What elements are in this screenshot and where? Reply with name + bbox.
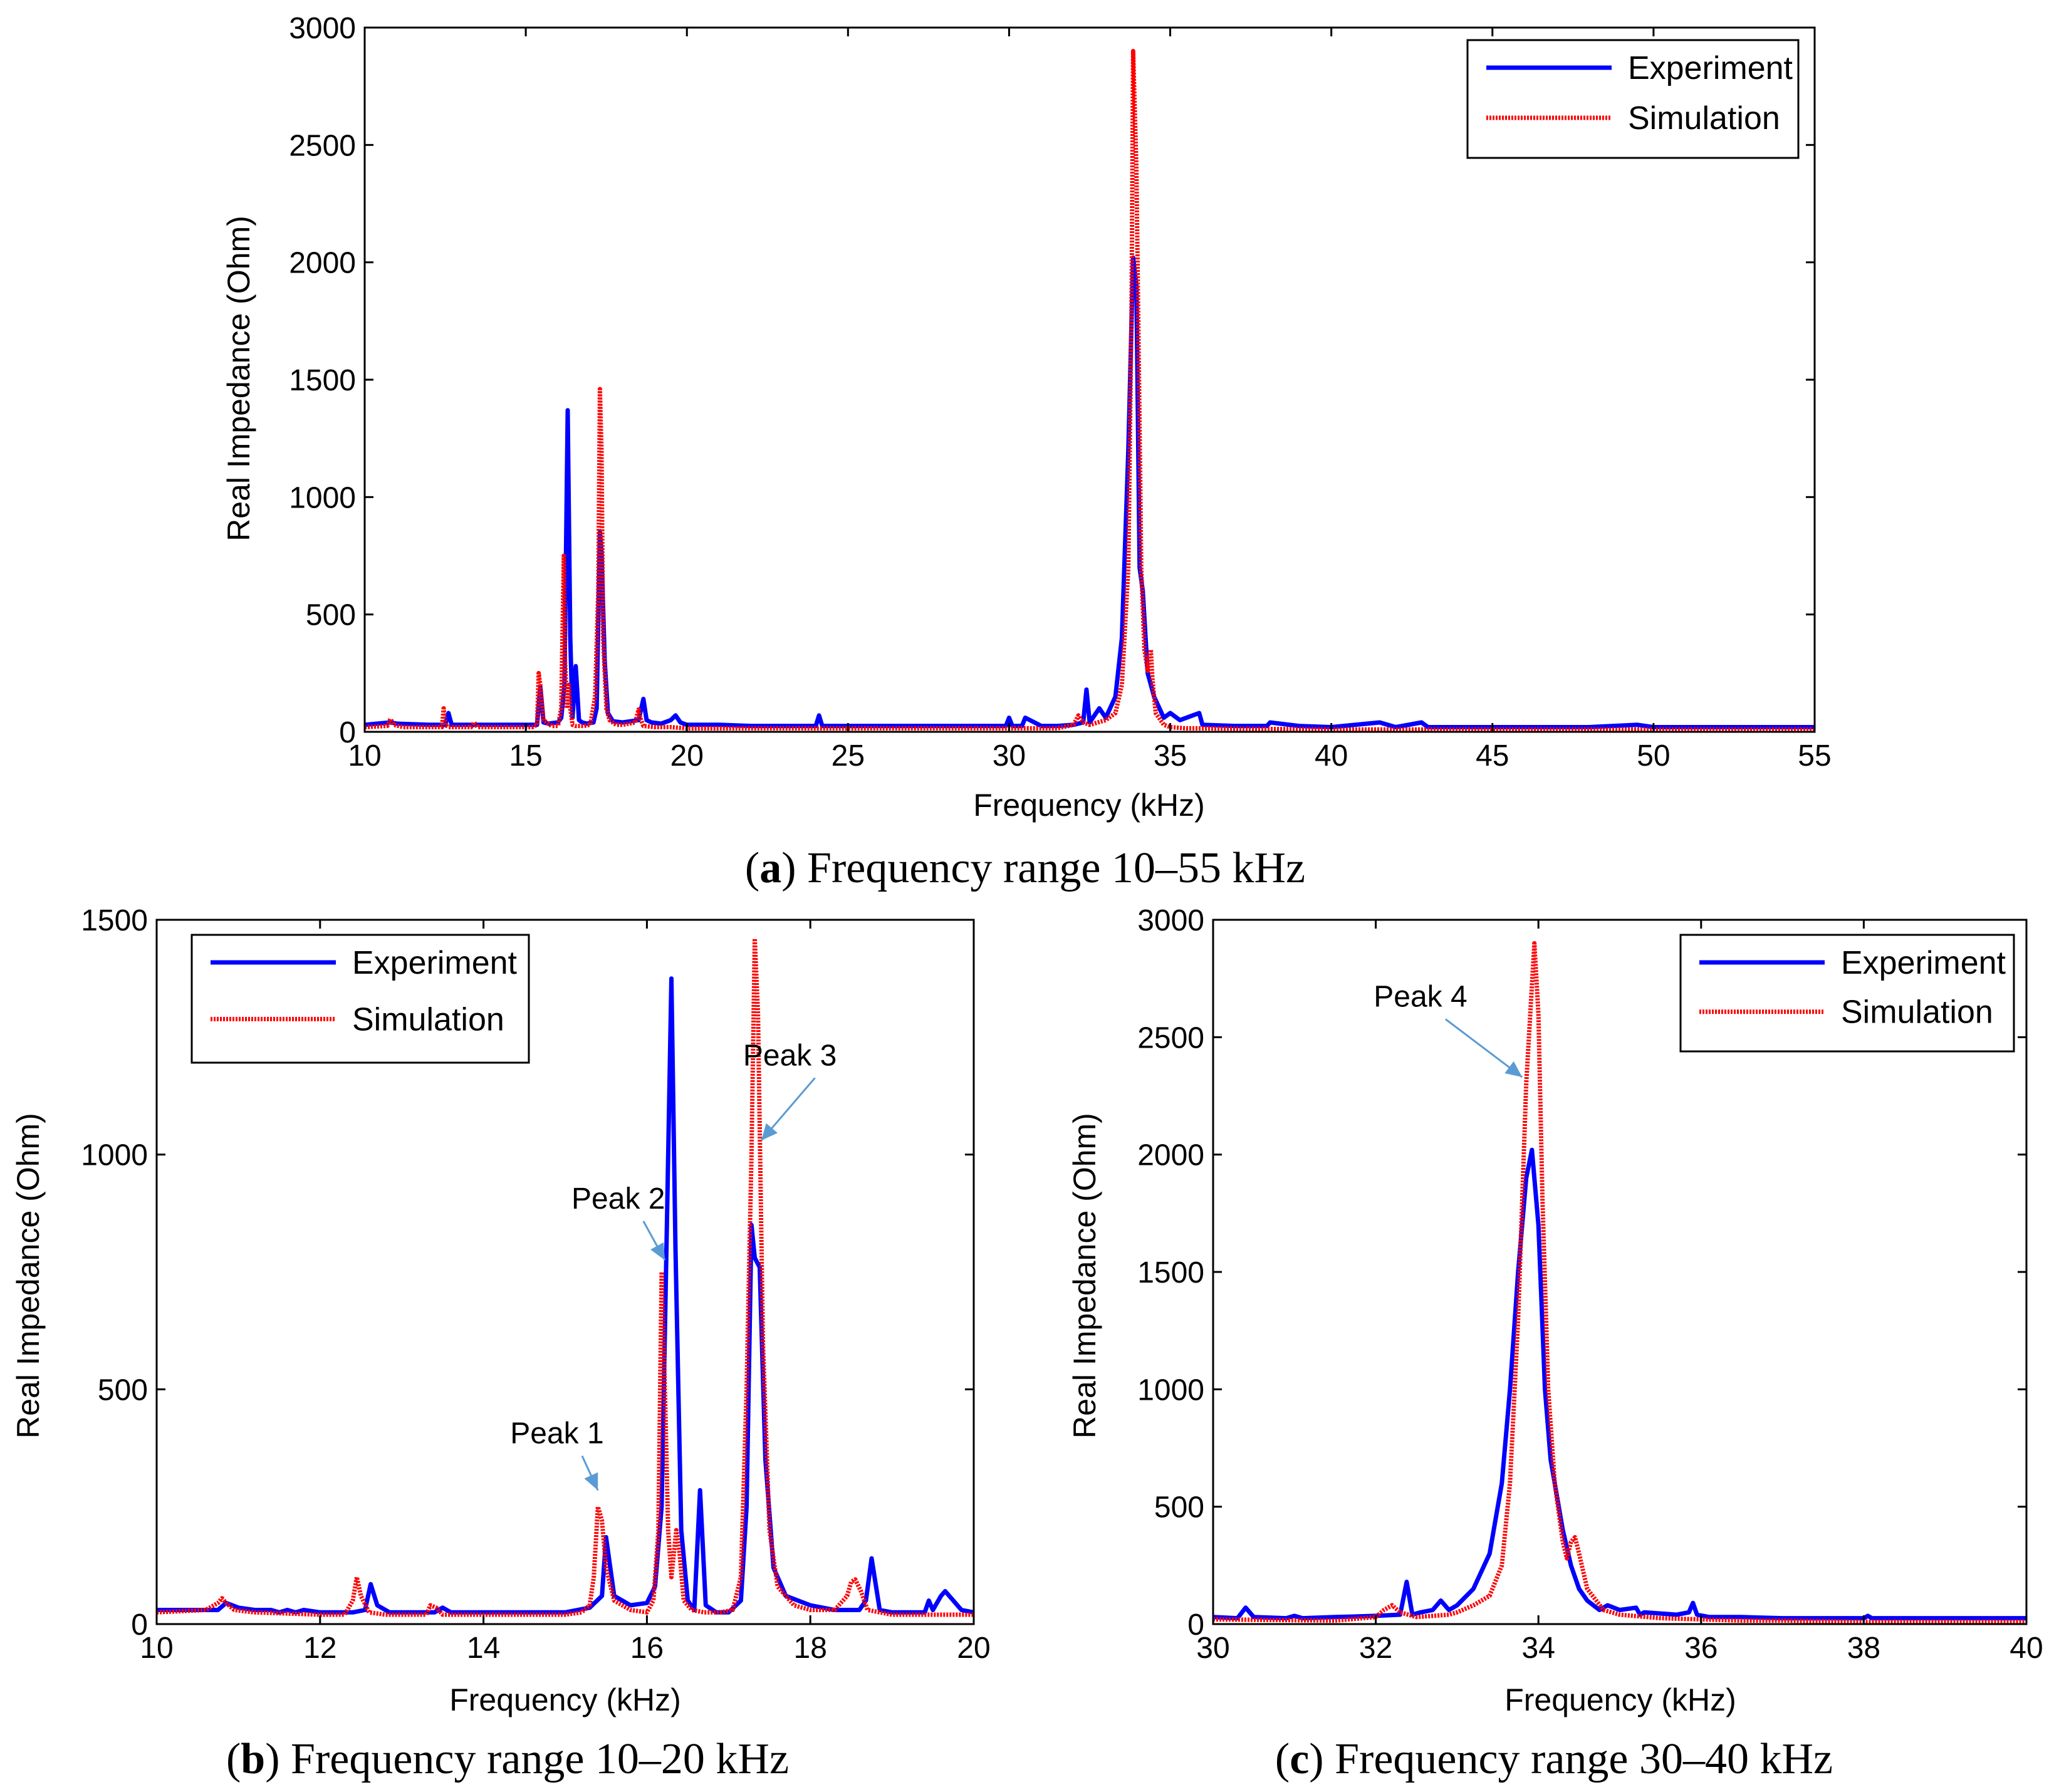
panel-a-x-tick-label: 10 <box>348 739 381 773</box>
panel-a-legend: Experiment Simulation <box>1466 39 1800 159</box>
panel-b-y-axis-label: Real Impedance (Ohm) <box>11 1113 46 1439</box>
panel-a-caption-text: Frequency range 10–55 kHz <box>807 844 1306 892</box>
panel-a-legend-simulation-label: Simulation <box>1628 100 1780 137</box>
panel-c-caption-text: Frequency range 30–40 kHz <box>1335 1735 1833 1783</box>
panel-b-annotation-label: Peak 1 <box>510 1417 603 1451</box>
panel-c-legend-experiment-label: Experiment <box>1841 945 2006 981</box>
panel-b-x-tick-label: 12 <box>303 1632 336 1665</box>
panel-b-annotation-arrow-head <box>650 1242 665 1261</box>
panel-a-y-tick-label: 0 <box>339 716 356 749</box>
panel-c-annotation-arrow-head <box>1504 1061 1523 1078</box>
panel-b-axes-frame <box>155 919 975 1625</box>
panel-a-legend-experiment-label: Experiment <box>1628 50 1793 86</box>
panel-c-x-axis-label: Frequency (kHz) <box>1504 1682 1736 1717</box>
panel-a-y-tick-label: 1500 <box>289 364 356 397</box>
panel-a-series-experiment-line <box>365 255 1815 729</box>
panel-c-caption-letter: c <box>1290 1735 1310 1783</box>
panel-a-caption-letter: a <box>759 844 782 892</box>
panel-c-y-tick-label: 1500 <box>1137 1256 1204 1289</box>
panel-a-y-tick-label: 2500 <box>289 129 356 162</box>
panel-a-y-tick-label: 2000 <box>289 247 356 280</box>
panel-a-legend-box <box>1466 39 1800 159</box>
panel-b-y-tick-label: 1000 <box>81 1139 148 1172</box>
panel-b-legend-simulation-label: Simulation <box>352 1001 504 1038</box>
panel-a-x-tick-label: 15 <box>509 739 542 773</box>
panel-c-y-tick-label: 2000 <box>1137 1139 1204 1172</box>
panel-c-x-tick-label: 40 <box>2010 1632 2043 1665</box>
panel-a-x-axis-label: Frequency (kHz) <box>973 788 1205 823</box>
panel-c-x-tick-label: 38 <box>1847 1632 1880 1665</box>
panel-c-y-tick-label: 500 <box>1154 1491 1204 1524</box>
panel-b-annotation-arrow-head <box>761 1123 778 1141</box>
panel-c-y-tick-label: 3000 <box>1137 904 1204 937</box>
panel-b-annotation-label: Peak 3 <box>743 1039 837 1072</box>
panel-c-legend-box <box>1679 934 2015 1053</box>
panel-c-x-tick-label: 36 <box>1684 1632 1718 1665</box>
panel-c-plot-area: 30 32 34 36 38 40 0 500 1000 1500 2000 2500 3000 Peak… <box>1137 904 2043 1665</box>
panel-a-x-tick-label: 30 <box>993 739 1026 773</box>
panel-a-caption: (a) Frequency range 10–55 kHz <box>744 844 1306 892</box>
panel-b-x-tick-label: 16 <box>630 1632 664 1665</box>
panel-c-legend: Experiment Simulation <box>1679 934 2015 1053</box>
panel-b-x-tick-label: 10 <box>140 1632 173 1665</box>
panel-b-x-tick-label: 18 <box>794 1632 827 1665</box>
panel-b-chart: 10 12 14 16 18 20 0 500 1000 1500 Peak 1 Peak 2 Peak… <box>11 904 991 1717</box>
panel-b-legend-box <box>190 934 530 1064</box>
panel-a-series-simulation-line <box>365 49 1815 732</box>
panel-b-annotation-label: Peak 2 <box>571 1182 665 1216</box>
panel-c-x-tick-label: 30 <box>1196 1632 1229 1665</box>
panel-b-caption-text: Frequency range 10–20 kHz <box>291 1735 790 1783</box>
panel-b-series-experiment-line <box>157 976 974 1615</box>
panel-b-x-tick-label: 20 <box>957 1632 990 1665</box>
panel-a-x-tick-label: 55 <box>1798 739 1831 773</box>
panel-b-annotation-arrow-head <box>584 1472 598 1491</box>
panel-a-chart: 10 15 20 25 30 35 40 45 50 55 0 500 1000 1500 2000 2500… <box>221 12 1832 823</box>
panel-c-y-tick-label: 0 <box>1187 1608 1204 1642</box>
panel-b-caption-letter: b <box>241 1735 266 1783</box>
panel-c-chart: 30 32 34 36 38 40 0 500 1000 1500 2000 2500 3000 Peak… <box>1067 904 2043 1717</box>
panel-b-x-axis-label: Frequency (kHz) <box>449 1682 681 1717</box>
panel-c-x-tick-label: 34 <box>1522 1632 1555 1665</box>
panel-c-y-tick-label: 1000 <box>1137 1373 1204 1407</box>
panel-b-y-tick-label: 1500 <box>81 904 148 937</box>
panel-a-x-tick-label: 45 <box>1476 739 1509 773</box>
panel-b-series-simulation-line <box>157 936 974 1617</box>
panel-b-x-tick-label: 14 <box>467 1632 500 1665</box>
panel-b-y-tick-label: 0 <box>131 1608 148 1642</box>
panel-b-caption: (b) Frequency range 10–20 kHz <box>226 1735 790 1783</box>
panel-b-legend: Experiment Simulation <box>190 934 530 1064</box>
panel-b-legend-experiment-label: Experiment <box>352 945 518 981</box>
panel-a-y-tick-label: 3000 <box>289 12 356 45</box>
panel-a-x-tick-label: 20 <box>670 739 704 773</box>
panel-a-x-tick-label: 50 <box>1637 739 1670 773</box>
panel-c-y-axis-label: Real Impedance (Ohm) <box>1067 1113 1102 1439</box>
panel-c-caption: (c) Frequency range 30–40 kHz <box>1275 1735 1833 1783</box>
panel-c-x-tick-label: 32 <box>1359 1632 1392 1665</box>
panel-a-plot-area: 10 15 20 25 30 35 40 45 50 55 0 500 1000 1500 2000 2500… <box>289 12 1831 773</box>
panel-a-x-tick-label: 35 <box>1154 739 1187 773</box>
panel-b-plot-area: 10 12 14 16 18 20 0 500 1000 1500 Peak 1 Peak 2 Peak… <box>81 904 990 1665</box>
panel-c-legend-simulation-label: Simulation <box>1841 994 1993 1031</box>
panel-a-y-tick-label: 500 <box>306 599 356 632</box>
panel-a-y-axis-label: Real Impedance (Ohm) <box>221 216 256 541</box>
panel-a-y-tick-label: 1000 <box>289 481 356 514</box>
panel-c-series-experiment-line <box>1213 1147 2026 1621</box>
panel-b-y-tick-label: 500 <box>98 1373 148 1407</box>
panel-a-x-tick-label: 40 <box>1315 739 1348 773</box>
panel-c-series-simulation-line <box>1213 941 2026 1624</box>
panel-a-x-tick-label: 25 <box>832 739 865 773</box>
panel-c-annotation-label: Peak 4 <box>1374 981 1467 1014</box>
panel-c-y-tick-label: 2500 <box>1137 1021 1204 1055</box>
